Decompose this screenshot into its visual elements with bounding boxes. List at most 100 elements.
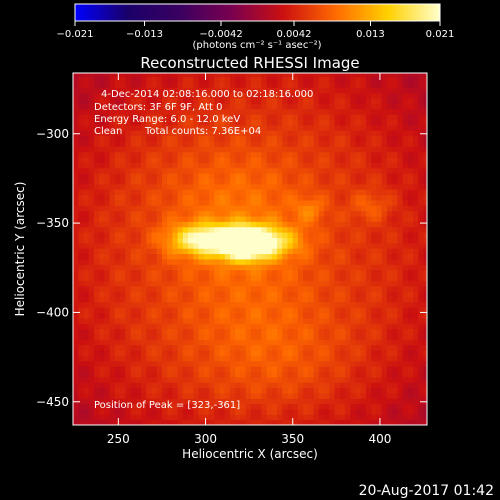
heatmap-cell <box>219 221 226 228</box>
heatmap-cell <box>402 408 409 415</box>
heatmap-cell <box>313 376 320 383</box>
heatmap-cell <box>156 371 163 378</box>
heatmap-cell <box>392 264 398 271</box>
heatmap-cell <box>135 76 142 83</box>
heatmap-cell <box>93 221 100 228</box>
heatmap-cell <box>109 108 116 115</box>
heatmap-cell <box>287 344 294 351</box>
heatmap-cell <box>245 333 252 340</box>
heatmap-cell <box>277 419 283 425</box>
heatmap-cell <box>161 189 168 196</box>
heatmap-cell <box>83 398 90 405</box>
heatmap-cell <box>172 387 179 394</box>
heatmap-cell <box>235 98 242 104</box>
heatmap-cell <box>146 146 153 153</box>
heatmap-cell <box>141 296 147 303</box>
heatmap-cell <box>151 167 158 174</box>
heatmap-cell <box>308 414 315 421</box>
heatmap-cell <box>423 151 427 158</box>
heatmap-cell <box>297 189 304 196</box>
heatmap-cell <box>271 296 278 303</box>
heatmap-cell <box>250 280 257 287</box>
heatmap-cell <box>376 328 383 335</box>
heatmap-cell <box>329 119 336 126</box>
heatmap-cell <box>219 285 226 292</box>
heatmap-cell <box>313 253 320 260</box>
heatmap-cell <box>392 108 398 115</box>
heatmap-cell <box>350 226 357 233</box>
heatmap-cell <box>146 371 153 378</box>
heatmap-cell <box>214 333 221 340</box>
heatmap-cell <box>203 339 210 346</box>
heatmap-cell <box>250 124 257 131</box>
heatmap-cell <box>413 237 419 244</box>
heatmap-cell <box>313 403 320 410</box>
heatmap-cell <box>135 135 142 142</box>
heatmap-cell <box>209 296 215 303</box>
heatmap-cell <box>203 156 210 163</box>
heatmap-cell <box>120 366 126 372</box>
heatmap-cell <box>413 242 419 249</box>
heatmap-cell <box>182 226 189 233</box>
heatmap-cell <box>135 296 142 303</box>
heatmap-cell <box>303 210 310 217</box>
heatmap-cell <box>318 173 325 180</box>
heatmap-cell <box>156 269 163 276</box>
heatmap-cell <box>297 317 304 324</box>
heatmap-cell <box>198 269 205 276</box>
heatmap-cell <box>345 130 351 137</box>
heatmap-cell <box>235 189 242 196</box>
heatmap-cell <box>141 312 147 319</box>
heatmap-cell <box>161 344 168 351</box>
heatmap-cell <box>240 312 247 319</box>
heatmap-cell <box>193 103 200 110</box>
heatmap-cell <box>339 328 346 335</box>
heatmap-cell <box>271 119 278 126</box>
heatmap-cell <box>182 215 189 222</box>
heatmap-cell <box>407 371 414 378</box>
heatmap-cell <box>135 264 142 271</box>
heatmap-cell <box>381 237 388 244</box>
heatmap-cell <box>360 215 367 222</box>
heatmap-cell <box>308 274 315 281</box>
heatmap-cell <box>198 392 205 399</box>
heatmap-cell <box>219 317 226 324</box>
heatmap-cell <box>229 258 236 265</box>
heatmap-cell <box>345 242 351 249</box>
heatmap-cell <box>339 146 346 153</box>
heatmap-cell <box>423 274 427 281</box>
heatmap-cell <box>245 210 252 217</box>
heatmap-cell <box>235 92 242 99</box>
heatmap-cell <box>177 119 184 126</box>
heatmap-cell <box>104 210 111 217</box>
heatmap-cell <box>78 387 85 394</box>
heatmap-cell <box>334 130 341 137</box>
heatmap-cell <box>151 156 158 163</box>
heatmap-cell <box>135 285 142 292</box>
heatmap-cell <box>130 258 137 265</box>
heatmap-cell <box>209 151 215 158</box>
heatmap-cell <box>386 98 393 104</box>
heatmap-cell <box>135 360 142 367</box>
heatmap-cell <box>292 146 299 153</box>
heatmap-cell <box>329 344 336 351</box>
heatmap-cell <box>423 280 427 287</box>
heatmap-cell <box>83 290 90 297</box>
heatmap-cell <box>292 248 299 255</box>
heatmap-cell <box>413 285 419 292</box>
heatmap-cell <box>229 307 236 314</box>
heatmap-cell <box>93 178 100 185</box>
heatmap-cell <box>172 237 179 244</box>
heatmap-cell <box>156 398 163 405</box>
heatmap-cell <box>397 307 404 314</box>
heatmap-cell <box>156 376 163 383</box>
heatmap-cell <box>381 119 388 126</box>
heatmap-cell <box>292 76 299 83</box>
heatmap-cell <box>303 103 310 110</box>
heatmap-cell <box>423 92 427 99</box>
heatmap-cell <box>177 226 184 233</box>
heatmap-cell <box>177 253 184 260</box>
heatmap-cell <box>151 258 158 265</box>
heatmap-cell <box>287 296 294 303</box>
heatmap-cell <box>334 135 341 142</box>
